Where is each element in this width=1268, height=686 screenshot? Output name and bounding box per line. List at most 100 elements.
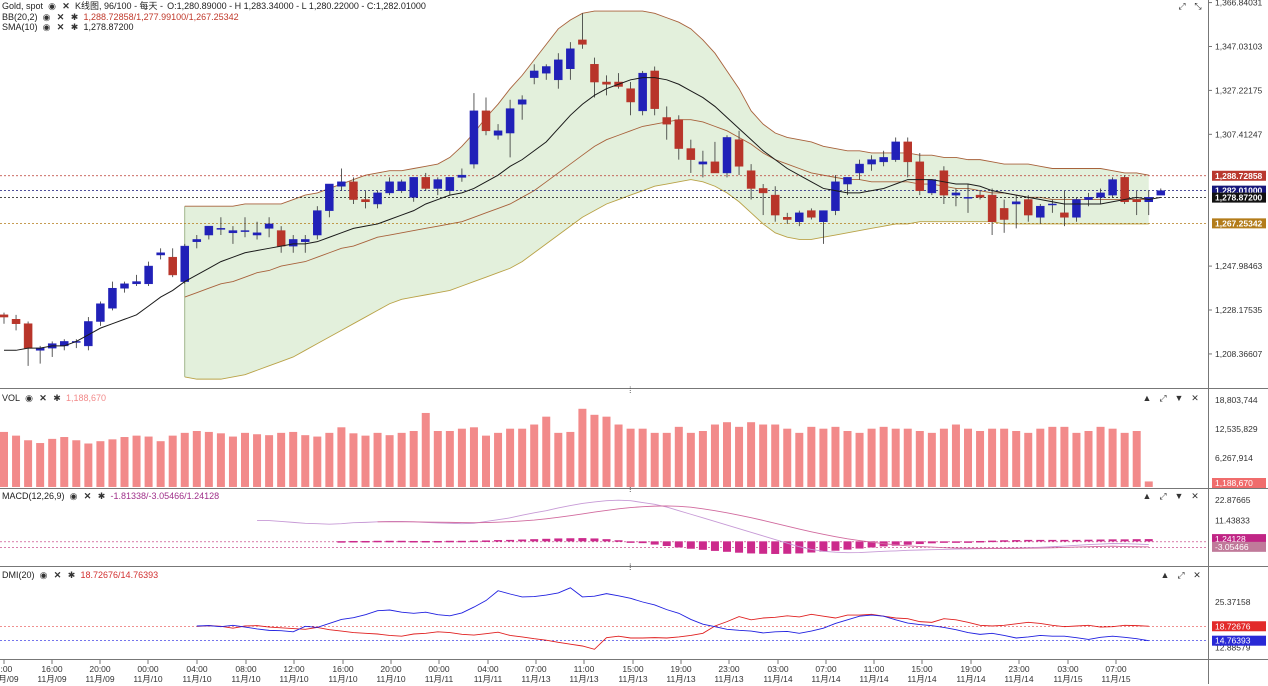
macd-signal-tag-box [1212,541,1266,552]
macd-histogram-bar [626,541,635,543]
candle-body [301,239,310,242]
dmi-minus-line [196,587,1149,642]
candle-body [1024,199,1033,216]
drag-handle-icon: ⁞ [629,385,632,395]
volume-bar [891,428,900,487]
date-tick-label: 11月/13 [521,674,550,684]
volume-tick-label: 12,535,829 [1215,424,1258,434]
date-tick-label: 11月/09 [37,674,66,684]
candle-body [445,177,455,191]
expand-icon[interactable]: ⤢ [1159,491,1167,501]
volume-bar [771,424,780,487]
volume-bar [879,426,888,487]
arrow-up-icon[interactable]: ▲ [1142,491,1152,501]
arrow-up-icon[interactable]: ▲ [1142,393,1152,403]
time-tick-label: 12:00 [283,664,305,674]
close-icon[interactable]: ✕ [53,570,62,580]
arrow-down-icon[interactable]: ▼ [1174,491,1184,501]
macd-histogram-bar [457,540,466,543]
volume-bar [132,435,141,487]
date-tick-label: 11月/14 [763,674,792,684]
price-tick-label: 1,366.84031 [1215,0,1263,8]
candle-body [939,170,949,196]
volume-bar [1096,426,1105,487]
candle-body [457,174,467,178]
gear-icon[interactable]: ✱ [70,22,79,32]
gear-icon[interactable]: ✱ [53,393,61,403]
gear-icon[interactable]: ✱ [70,12,79,22]
gear-icon[interactable]: ✱ [67,570,76,580]
price-tag-box [1212,218,1266,229]
macd-histogram-bar [421,540,430,543]
price-tick-label: 1,228.17535 [1215,305,1263,315]
volume-bar [759,424,768,487]
close-icon[interactable]: ✕ [1193,570,1201,580]
macd-histogram-bar [915,541,924,545]
eye-icon[interactable]: ◉ [39,570,48,580]
dmi-label: DMI(20) [2,570,35,580]
candle-body [1011,201,1021,205]
arrow-up-icon[interactable]: ▲ [1160,570,1170,580]
candle-body [963,197,973,199]
eye-icon[interactable]: ◉ [69,491,78,501]
sma-legend: SMA(10) ◉ ✕ ✱ 1,278.87200 [2,22,134,33]
close-icon[interactable]: ✕ [39,393,47,403]
eye-icon[interactable]: ◉ [42,22,51,32]
volume-bar [277,432,286,487]
candle-body [276,230,286,247]
close-icon[interactable]: ✕ [56,22,65,32]
volume-bar [313,436,322,487]
candle-body [831,181,840,211]
volume-bar [445,431,454,487]
arrow-down-icon[interactable]: ▼ [1174,393,1184,403]
macd-histogram-bar [795,541,804,554]
macd-histogram-bar [1036,539,1045,542]
close-icon[interactable]: ✕ [83,491,92,501]
volume-bar [783,428,792,487]
close-icon[interactable]: ✕ [1191,393,1199,403]
volume-bar [1012,431,1021,487]
ohlc-readout: O:1,280.89000 - H 1,283.34000 - L 1,280.… [167,1,426,11]
macd-histogram-bar [1012,540,1021,542]
time-tick-label: 16:00 [332,664,354,674]
macd-histogram-bar [506,539,515,542]
macd-histogram-bar [1024,539,1033,542]
price-tag-label: 1,282.01000 [1215,186,1263,196]
volume-bar [96,441,105,487]
expand-icon[interactable]: ⤢ [1178,1,1186,11]
volume-bar [156,441,165,487]
instrument-label: Gold, spot [2,1,44,11]
gear-icon[interactable]: ✱ [97,491,106,501]
candle-body [481,110,491,132]
eye-icon[interactable]: ◉ [48,1,56,11]
candle-body [867,159,876,165]
macd-histogram-bar [1048,539,1057,542]
candle-body [686,148,696,160]
expand-icon[interactable]: ⤢ [1177,570,1185,580]
volume-bar [1132,431,1141,487]
candle-body [566,48,575,69]
date-tick-label: 11月/13 [714,674,743,684]
macd-histogram-bar [1144,539,1153,542]
price-tick-label: 1,307.41247 [1215,129,1263,139]
eye-icon[interactable]: ◉ [42,12,51,22]
close-icon[interactable]: ✕ [56,12,65,22]
volume-bar [831,426,840,487]
price-tick-label: 1,208.36607 [1215,349,1263,359]
expand-icon[interactable]: ⤡ [1194,1,1202,11]
vol-legend: VOL ◉ ✕ ✱ 1,188,670 [2,393,106,404]
candle-body [1036,205,1045,218]
dmi-values: 18.72676/14.76393 [80,570,159,580]
candle-body [385,181,394,194]
close-icon[interactable]: ✕ [1191,491,1199,501]
volume-bar [397,432,406,487]
expand-icon[interactable]: ⤢ [1159,393,1167,403]
volume-bar [1144,481,1153,487]
candle-body [578,39,587,45]
candle-body [325,183,334,211]
volume-tick-label: 18,803,744 [1215,395,1258,405]
volume-bar [24,440,33,487]
close-icon[interactable]: ✕ [62,1,70,11]
eye-icon[interactable]: ◉ [25,393,33,403]
